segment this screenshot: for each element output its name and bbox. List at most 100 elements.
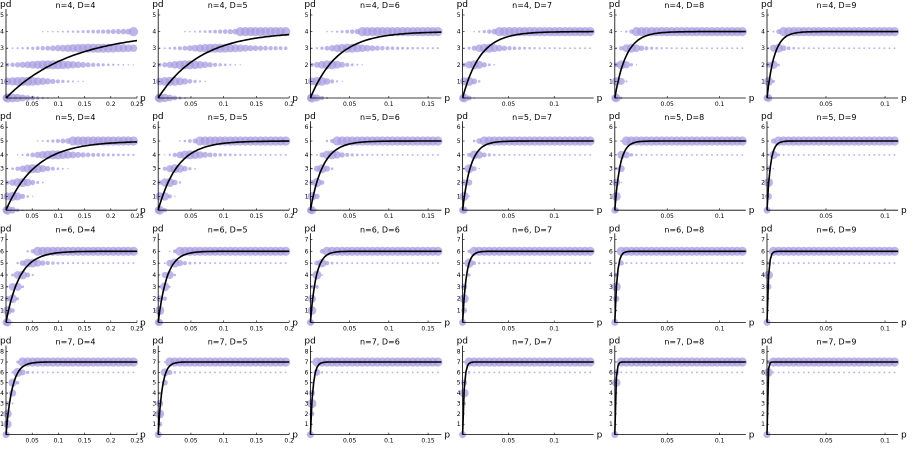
y-tick-label: 7 [305, 359, 309, 366]
bubble [563, 47, 566, 50]
x-axis-label: p [901, 94, 907, 104]
y-tick-label: 4 [305, 29, 309, 36]
bubble [777, 63, 780, 67]
mean-curve [309, 361, 442, 435]
mean-curve [614, 361, 746, 435]
bubble [132, 371, 135, 374]
x-tick-label: 0.05 [26, 213, 40, 220]
y-tick-label: 2 [152, 62, 156, 69]
bubble [41, 371, 44, 374]
bubble [797, 371, 800, 374]
panel-title: n=4, D=9 [817, 1, 857, 10]
bubble [568, 153, 571, 156]
bubble [16, 154, 19, 156]
bubble [194, 167, 196, 170]
bubble [189, 30, 191, 33]
y-tick-label: 5 [0, 380, 4, 387]
y-tick-label: 3 [609, 284, 613, 291]
bubble [487, 63, 491, 67]
bubble [204, 262, 207, 265]
bubble [478, 30, 481, 33]
bubble [574, 153, 576, 156]
bubble [380, 45, 385, 51]
bubble [117, 371, 120, 374]
bubble [782, 153, 785, 156]
bubble [173, 273, 177, 277]
x-axis-label: p [597, 94, 603, 104]
bubble [868, 153, 871, 156]
x-tick-label: 0.15 [250, 101, 264, 108]
bubble [47, 30, 49, 33]
panel-4-4: 1 2 3 4 5 0.05 0.1 0.15 0.2 0.25 pd p n=4, D=4 [0, 0, 146, 108]
bubble [326, 371, 328, 374]
bubble [59, 44, 67, 52]
bubble [31, 46, 35, 50]
y-tick-label: 7 [457, 236, 461, 243]
y-tick-label: 1 [457, 193, 461, 200]
bubble [833, 153, 835, 156]
bubble [401, 153, 404, 156]
x-axis-label: p [292, 206, 298, 216]
y-tick-label: 6 [152, 124, 156, 131]
bubble [721, 262, 724, 265]
bubble [179, 140, 181, 142]
y-tick-label: 6 [0, 248, 4, 255]
x-tick-label: 0.05 [819, 438, 833, 445]
bubble [853, 153, 856, 156]
bubble [838, 153, 840, 156]
bubble [61, 30, 64, 33]
bubble [351, 371, 354, 374]
panel-title: n=7, D=9 [817, 338, 857, 347]
bubble [787, 153, 790, 156]
bubble [481, 152, 487, 158]
bubble [660, 153, 663, 156]
bubble [315, 284, 319, 289]
x-tick-label: 0.05 [502, 438, 516, 445]
bubble [660, 371, 663, 374]
panel-7-8: 1 2 3 4 5 6 7 8 0.05 0.1 pd p n=7, D=8 [609, 337, 755, 445]
bubble [45, 45, 51, 51]
x-axis-label: p [140, 431, 146, 441]
bubble [736, 262, 739, 265]
bubble [685, 47, 688, 50]
x-tick-label: 0.1 [715, 101, 725, 108]
x-tick-label: 0.1 [54, 213, 64, 220]
y-tick-label: 3 [457, 166, 461, 173]
bubble [635, 153, 638, 157]
bubble [36, 180, 40, 185]
bubble [386, 371, 389, 374]
bubble [244, 371, 247, 374]
y-tick-label: 5 [761, 380, 765, 387]
panel-title: n=4, D=5 [208, 1, 248, 10]
bubble [381, 371, 384, 374]
bubble [234, 371, 237, 374]
bubble [128, 136, 139, 146]
bubble [234, 63, 237, 66]
bubble [487, 153, 491, 157]
bubble [670, 371, 673, 374]
panel-title: n=5, D=4 [56, 113, 96, 122]
bubble [893, 262, 896, 265]
y-tick-label: 5 [152, 138, 156, 145]
panel-title: n=6, D=8 [664, 225, 704, 234]
bubble [71, 262, 75, 265]
bubble [361, 153, 364, 157]
bubble [695, 262, 698, 265]
bubble [101, 63, 105, 67]
bubble [196, 151, 204, 159]
bubble [25, 272, 31, 278]
y-tick-label: 7 [0, 236, 4, 243]
bubble [333, 60, 341, 69]
bubble [411, 262, 414, 265]
bubble [127, 64, 130, 66]
bubble [345, 152, 350, 157]
bubble [650, 46, 654, 50]
bubble [726, 47, 729, 50]
y-axis-label: pd [761, 224, 772, 234]
y-tick-label: 5 [152, 12, 156, 19]
bubble [888, 153, 891, 156]
x-tick-label: 0.25 [130, 325, 144, 332]
y-tick-label: 5 [152, 260, 156, 267]
bubble [888, 262, 891, 265]
